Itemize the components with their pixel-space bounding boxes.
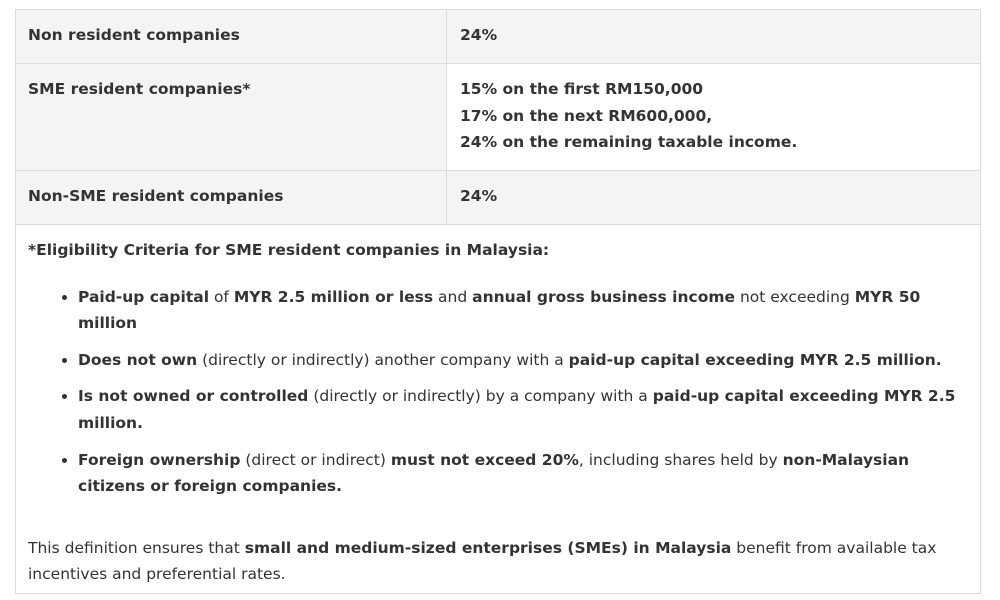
list-item: Foreign ownership (direct or indirect) m… xyxy=(78,447,968,500)
bold-text: must not exceed 20% xyxy=(390,450,579,469)
table-row: Non resident companies 24% xyxy=(15,9,981,64)
category-cell: Non-SME resident companies xyxy=(15,170,447,225)
list-item: Is not owned or controlled (directly or … xyxy=(78,383,968,436)
summary-paragraph: This definition ensures that small and m… xyxy=(28,535,968,588)
text-run: (directly or indirectly) another company… xyxy=(197,350,569,369)
rate-line: 17% on the next RM600,000, xyxy=(460,106,713,125)
text-run: and xyxy=(433,287,473,306)
category-cell: SME resident companies* xyxy=(15,63,447,171)
table-row: Non-SME resident companies 24% xyxy=(15,170,981,225)
bold-text: Paid-up capital xyxy=(78,287,210,306)
eligibility-title: *Eligibility Criteria for SME resident c… xyxy=(28,241,550,259)
rate-line: 24% on the remaining taxable income. xyxy=(460,133,798,152)
table-row: SME resident companies* 15% on the first… xyxy=(15,63,981,171)
tax-rate-table: Non resident companies 24% SME resident … xyxy=(15,9,981,225)
bold-text: paid-up capital exceeding MYR 2.5 millio… xyxy=(78,387,956,432)
bold-text: Foreign ownership xyxy=(78,450,241,469)
bold-text: MYR 50 million xyxy=(78,287,921,333)
text-run: , including shares held by xyxy=(578,450,783,469)
bold-text: Is not owned or controlled xyxy=(78,387,309,406)
text-run: benefit from available tax incentives an… xyxy=(28,538,937,584)
rate-cell: 24% xyxy=(446,9,981,64)
category-cell: Non resident companies xyxy=(15,9,447,64)
list-item: Does not own (directly or indirectly) an… xyxy=(78,347,968,374)
bold-text: paid-up capital exceeding MYR 2.5 millio… xyxy=(568,350,942,369)
bold-text: non-Malaysian citizens or foreign compan… xyxy=(78,450,910,496)
bold-text: Does not own xyxy=(78,350,198,369)
rate-line: 24% xyxy=(460,26,498,44)
bold-text: annual gross business income xyxy=(472,287,736,306)
rate-cell: 15% on the first RM150,000 17% on the ne… xyxy=(446,63,981,171)
text-run: (directly or indirectly) by a company wi… xyxy=(308,387,653,406)
text-run: This definition ensures that xyxy=(28,538,245,557)
rate-line: 24% xyxy=(460,187,498,205)
tax-rate-section: Non resident companies 24% SME resident … xyxy=(15,9,981,594)
text-run: of xyxy=(209,287,234,306)
text-run: not exceeding xyxy=(735,287,855,306)
bold-text: MYR 2.5 million or less xyxy=(233,287,434,306)
list-item: Paid-up capital of MYR 2.5 million or le… xyxy=(78,284,968,337)
rate-line: 15% on the first RM150,000 xyxy=(460,80,704,98)
eligibility-list: Paid-up capital of MYR 2.5 million or le… xyxy=(28,284,968,500)
text-run: (direct or indirect) xyxy=(240,450,391,469)
bold-text: small and medium-sized enterprises (SMEs… xyxy=(244,538,732,557)
rate-cell: 24% xyxy=(446,170,981,225)
eligibility-note: *Eligibility Criteria for SME resident c… xyxy=(15,225,981,594)
